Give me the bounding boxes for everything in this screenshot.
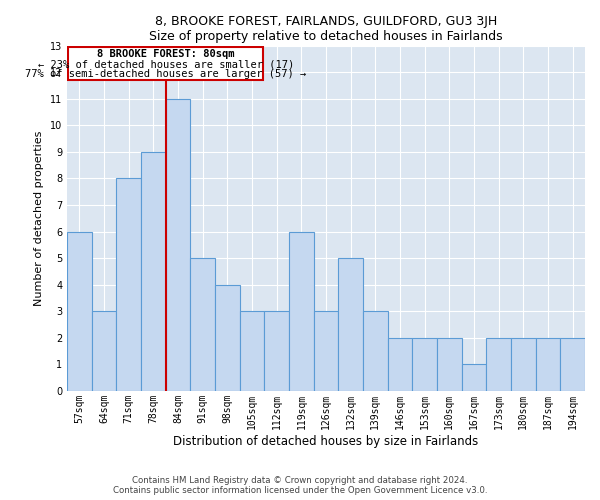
Bar	[511, 338, 536, 391]
Y-axis label: Number of detached properties: Number of detached properties	[34, 130, 44, 306]
Bar	[68, 47, 263, 80]
Bar	[560, 338, 585, 391]
Bar	[388, 338, 412, 391]
Bar	[141, 152, 166, 391]
Bar	[536, 338, 560, 391]
Text: Contains HM Land Registry data © Crown copyright and database right 2024.
Contai: Contains HM Land Registry data © Crown c…	[113, 476, 487, 495]
Bar	[240, 311, 265, 391]
Bar	[92, 311, 116, 391]
Bar	[338, 258, 363, 391]
Text: ← 23% of detached houses are smaller (17): ← 23% of detached houses are smaller (17…	[38, 59, 294, 69]
Bar	[265, 311, 289, 391]
Text: 77% of semi-detached houses are larger (57) →: 77% of semi-detached houses are larger (…	[25, 69, 307, 79]
Bar	[487, 338, 511, 391]
Bar	[116, 178, 141, 391]
Bar	[363, 311, 388, 391]
Text: 8 BROOKE FOREST: 80sqm: 8 BROOKE FOREST: 80sqm	[97, 49, 235, 59]
Bar	[67, 232, 92, 391]
Bar	[437, 338, 461, 391]
Bar	[215, 284, 240, 391]
Bar	[166, 98, 190, 391]
Title: 8, BROOKE FOREST, FAIRLANDS, GUILDFORD, GU3 3JH
Size of property relative to det: 8, BROOKE FOREST, FAIRLANDS, GUILDFORD, …	[149, 15, 503, 43]
Bar	[461, 364, 487, 391]
Bar	[190, 258, 215, 391]
Bar	[314, 311, 338, 391]
Bar	[412, 338, 437, 391]
X-axis label: Distribution of detached houses by size in Fairlands: Distribution of detached houses by size …	[173, 434, 479, 448]
Bar	[289, 232, 314, 391]
